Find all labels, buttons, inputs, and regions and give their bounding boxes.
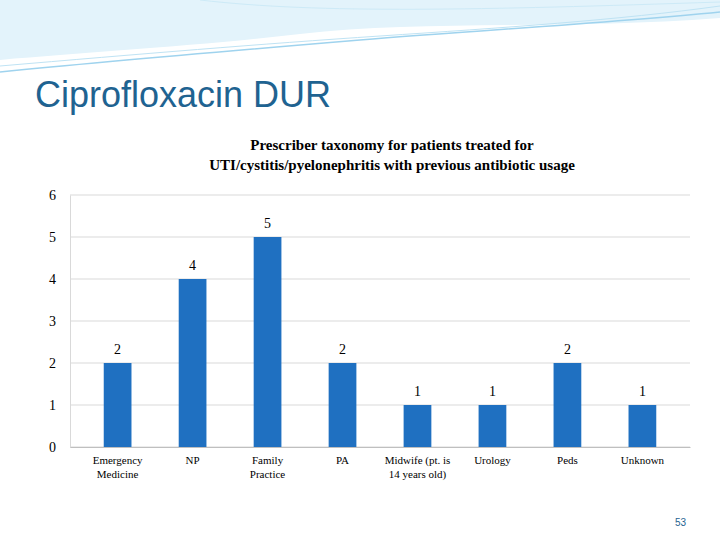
x-tick: PA [336,454,349,466]
x-tick-label-line: Practice [250,468,286,480]
y-tick: 0 [49,440,70,455]
x-tick-label-line: PA [336,454,349,466]
bar [104,363,132,447]
x-tick-label-line: Medicine [97,468,139,480]
x-tick: Peds [557,454,578,466]
y-tick-label: 2 [49,356,56,371]
y-tick-label: 4 [49,272,56,287]
y-tick: 3 [49,314,70,329]
x-tick-label-line: NP [186,454,200,466]
data-label: 1 [489,384,496,399]
data-label: 1 [639,384,646,399]
header-wave-line [0,6,720,66]
y-tick-label: 3 [49,314,56,329]
x-tick-label-line: 14 years old) [389,468,447,481]
y-tick-label: 6 [49,188,56,203]
grid-line [70,279,690,280]
x-tick-label-line: Peds [557,454,578,466]
bar [479,405,507,447]
slide-canvas: Ciprofloxacin DUR Prescriber taxonomy for… [0,0,720,540]
header-wave-line [0,12,720,72]
grid-line [70,237,690,238]
data-label: 2 [114,342,121,357]
x-tick-label: Family Practice [250,454,286,480]
bar [629,405,657,447]
grid-line [70,405,690,406]
grid-line [70,321,690,322]
grid-line [70,363,690,364]
x-tick-label-line: Emergency [93,454,143,466]
x-tick-label: PA [336,454,349,466]
x-tick: Emergency Medicine [93,454,143,480]
bar [404,405,432,447]
header-wave-line [200,0,720,9]
chart-title-line: Prescriber taxonomy for patients treated… [250,137,534,153]
x-tick: Family Practice [250,454,286,480]
x-tick-label: NP [186,454,200,466]
data-label: 5 [264,216,271,231]
x-tick-label-line: Midwife (pt. is [385,454,451,467]
data-label: 2 [564,342,571,357]
grid-line [70,195,690,196]
header-wave [0,0,720,60]
x-tick-label: Unknown [621,454,665,466]
grid [70,195,690,447]
background [0,0,720,540]
chart-title-line: UTI/cystitis/pyelonephritis with previou… [209,157,575,173]
y-tick-label: 0 [49,440,56,455]
y-tick: 4 [49,272,70,287]
x-tick-label-line: Urology [474,454,511,466]
page-number: 53 [675,517,687,528]
x-tick-label: Emergency Medicine [93,454,143,480]
bar [254,237,282,447]
x-tick-label: Midwife (pt. is14 years old) [385,454,451,481]
chart-title: Prescriber taxonomy for patients treated… [209,137,575,173]
bar [179,279,207,447]
data-label: 1 [414,384,421,399]
x-tick: NP [186,454,200,466]
y-axis: 0 1 2 3 4 5 6 [49,188,71,455]
x-tick-label-line: Family [252,454,284,466]
y-axis-line [70,196,71,448]
x-tick-label: Urology [474,454,511,466]
x-axis-line [71,447,691,448]
x-tick: Midwife (pt. is14 years old) [385,454,451,481]
data-labels: 2 4 5 2 1 1 2 1 [114,216,646,399]
x-axis: Emergency Medicine NP Family Practice PA Midwi… [71,448,691,482]
data-label: 2 [339,342,346,357]
slide-title: Ciprofloxacin DUR [35,74,331,115]
bar [554,363,582,447]
slide: Ciprofloxacin DUR Prescriber taxonomy for… [0,0,720,540]
grid-line [70,447,690,448]
y-tick-label: 5 [49,230,56,245]
y-tick: 1 [49,398,70,413]
header-decoration [0,0,720,72]
x-tick-label-line: Unknown [621,454,665,466]
x-tick: Urology [474,454,511,466]
y-tick: 2 [49,356,70,371]
x-tick: Unknown [621,454,665,466]
y-tick: 5 [49,230,70,245]
bar [329,363,357,447]
bars [104,237,657,447]
data-label: 4 [189,258,196,273]
y-tick-label: 1 [49,398,56,413]
x-tick-label: Peds [557,454,578,466]
y-tick: 6 [49,188,70,203]
